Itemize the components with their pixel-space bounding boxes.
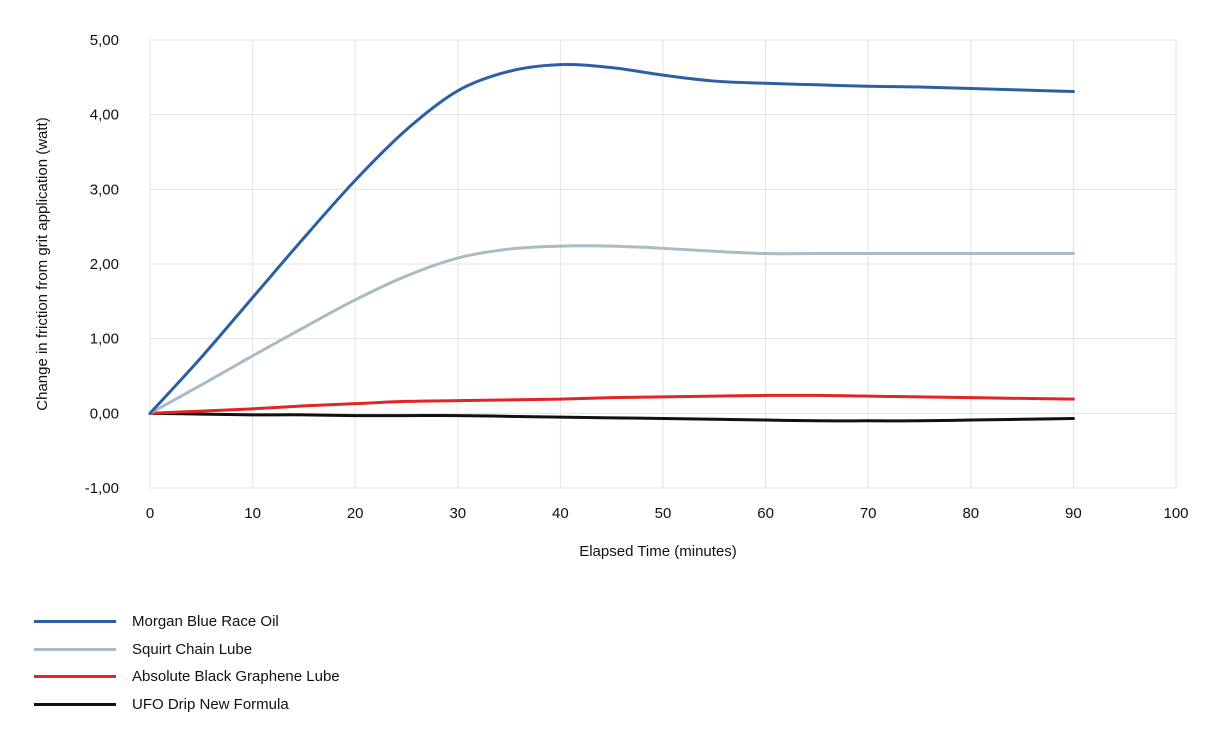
x-tick-label: 70 xyxy=(860,505,877,522)
legend-swatch xyxy=(34,675,116,679)
legend-swatch xyxy=(34,647,116,651)
y-tick-label: 5,00 xyxy=(90,32,119,49)
series-line-absolute-black-graphene-lube xyxy=(148,393,1075,415)
legend-label: UFO Drip New Formula xyxy=(132,695,289,713)
y-tick-label: 2,00 xyxy=(90,256,119,273)
x-axis-ticks: 0 10 20 30 40 50 60 70 80 90 100 xyxy=(146,505,1189,522)
series-line-morgan-blue-race-oil xyxy=(148,63,1075,415)
x-tick-label: 10 xyxy=(244,505,261,522)
x-tick-label: 80 xyxy=(962,505,979,522)
x-tick-label: 30 xyxy=(449,505,466,522)
series-line-squirt-chain-lube xyxy=(148,244,1075,415)
series-line-ufo-drip-new-formula xyxy=(148,411,1075,423)
line-chart: 0 10 20 30 40 50 60 70 80 90 100 -1,00 0,00 1,00 2,00… xyxy=(34,32,1189,560)
x-tick-label: 90 xyxy=(1065,505,1082,522)
y-tick-label: 1,00 xyxy=(90,331,119,348)
y-tick-label: 0,00 xyxy=(90,405,119,422)
legend-item-ufo-drip-new-formula: UFO Drip New Formula xyxy=(34,691,634,719)
legend-label: Squirt Chain Lube xyxy=(132,640,253,658)
x-tick-label: 50 xyxy=(655,505,672,522)
legend-item-absolute-black-graphene-lube: Absolute Black Graphene Lube xyxy=(34,663,634,691)
y-axis-label: Change in friction from grit application… xyxy=(34,117,51,410)
legend-label: Absolute Black Graphene Lube xyxy=(132,668,340,686)
y-tick-label: 4,00 xyxy=(90,107,119,124)
x-tick-label: 40 xyxy=(552,505,569,522)
x-tick-label: 20 xyxy=(347,505,364,522)
chart-grid xyxy=(149,39,1177,489)
x-axis-label: Elapsed Time (minutes) xyxy=(579,543,737,560)
x-tick-label: 60 xyxy=(757,505,774,522)
x-tick-label: 0 xyxy=(146,505,154,522)
legend-item-morgan-blue-race-oil: Morgan Blue Race Oil xyxy=(34,608,634,636)
legend-label: Morgan Blue Race Oil xyxy=(132,613,279,631)
legend-item-squirt-chain-lube: Squirt Chain Lube xyxy=(34,636,634,664)
y-tick-label: 3,00 xyxy=(90,181,119,198)
chart-legend: Morgan Blue Race Oil Squirt Chain Lube Abs… xyxy=(34,608,634,718)
legend-swatch xyxy=(34,702,116,706)
legend-swatch xyxy=(34,620,116,624)
x-tick-label: 100 xyxy=(1163,505,1188,522)
y-axis-ticks: -1,00 0,00 1,00 2,00 3,00 4,00 5,00 xyxy=(85,32,119,497)
chart-series xyxy=(148,63,1075,423)
y-tick-label: -1,00 xyxy=(85,480,119,497)
